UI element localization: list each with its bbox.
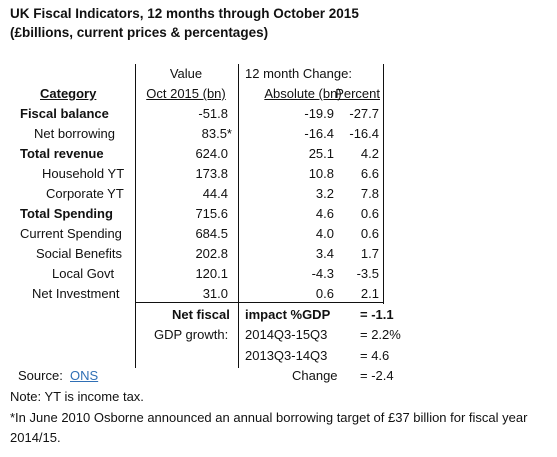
- row-percent: -16.4: [349, 126, 379, 141]
- summary-period-2: 2013Q3-14Q3: [245, 348, 328, 363]
- row-label: Net Investment: [32, 286, 120, 301]
- row-absolute: -19.9: [304, 106, 334, 121]
- row-label: Fiscal balance: [20, 106, 109, 121]
- row-percent: 7.8: [360, 186, 379, 201]
- row-label: Total Spending: [20, 206, 113, 221]
- row-label: Net borrowing: [34, 126, 115, 141]
- row-absolute: 10.8: [308, 166, 334, 181]
- row-value: 44.4: [202, 186, 228, 201]
- row-absolute: 3.4: [315, 246, 334, 261]
- summary-period-2-value: = 4.6: [360, 348, 390, 363]
- row-absolute: -4.3: [311, 266, 334, 281]
- summary-period-1-value: = 2.2%: [360, 327, 401, 342]
- header-change-top: 12 month Change:: [245, 66, 352, 81]
- row-label: Local Govt: [52, 266, 115, 281]
- summary-change: Change: [292, 368, 338, 383]
- row-absolute: 4.0: [315, 226, 334, 241]
- row-label: Current Spending: [20, 226, 122, 241]
- row-value: 684.5: [195, 226, 228, 241]
- row-value: 173.8: [195, 166, 228, 181]
- summary-impact-value: = -1.1: [360, 307, 394, 322]
- summary-net-fiscal: Net fiscal: [172, 307, 230, 322]
- row-percent: 1.7: [360, 246, 379, 261]
- header-category: Category: [40, 86, 97, 101]
- divider-bottom: [135, 302, 383, 303]
- summary-gdp-growth: GDP growth:: [154, 327, 229, 342]
- row-value: 31.0: [202, 286, 228, 301]
- table-subtitle: (£billions, current prices & percentages…: [10, 25, 269, 40]
- row-percent: 0.6: [360, 206, 379, 221]
- row-percent: 4.2: [360, 146, 379, 161]
- row-percent: 0.6: [360, 226, 379, 241]
- summary-period-1: 2014Q3-15Q3: [245, 327, 328, 342]
- row-absolute: -16.4: [304, 126, 334, 141]
- source-link-ons[interactable]: ONS: [70, 368, 99, 383]
- row-absolute: 0.6: [315, 286, 334, 301]
- note-fiscal-year: 2014/15.: [10, 430, 61, 445]
- row-percent: -27.7: [349, 106, 379, 121]
- table-title: UK Fiscal Indicators, 12 months through …: [10, 6, 359, 21]
- row-value: 624.0: [195, 146, 228, 161]
- summary-change-value: = -2.4: [360, 368, 394, 383]
- row-label: Total revenue: [20, 146, 104, 161]
- divider-middle: [238, 64, 239, 368]
- row-absolute: 4.6: [315, 206, 334, 221]
- header-value-top: Value: [169, 66, 203, 81]
- row-absolute: 25.1: [308, 146, 334, 161]
- row-value: 120.1: [195, 266, 228, 281]
- row-label: Social Benefits: [36, 246, 122, 261]
- note-yt: Note: YT is income tax.: [10, 389, 144, 404]
- header-value: Oct 2015 (bn): [146, 86, 226, 101]
- row-value: -51.8: [198, 106, 228, 121]
- row-value: 202.8: [195, 246, 228, 261]
- row-label: Corporate YT: [46, 186, 124, 201]
- summary-impact-label: impact %GDP: [245, 307, 331, 322]
- header-absolute: Absolute (bn): [264, 86, 342, 101]
- row-value: 715.6: [195, 206, 228, 221]
- row-percent: 2.1: [360, 286, 379, 301]
- divider-right: [383, 64, 384, 304]
- row-label: Household YT: [42, 166, 125, 181]
- row-percent: 6.6: [360, 166, 379, 181]
- row-percent: -3.5: [356, 266, 379, 281]
- source-label: Source:: [18, 368, 63, 383]
- row-value: 83.5*: [201, 126, 232, 141]
- row-absolute: 3.2: [315, 186, 334, 201]
- divider-left: [135, 64, 136, 368]
- header-percent: Percent: [335, 86, 380, 101]
- note-borrowing-target: *In June 2010 Osborne announced an annua…: [10, 410, 528, 425]
